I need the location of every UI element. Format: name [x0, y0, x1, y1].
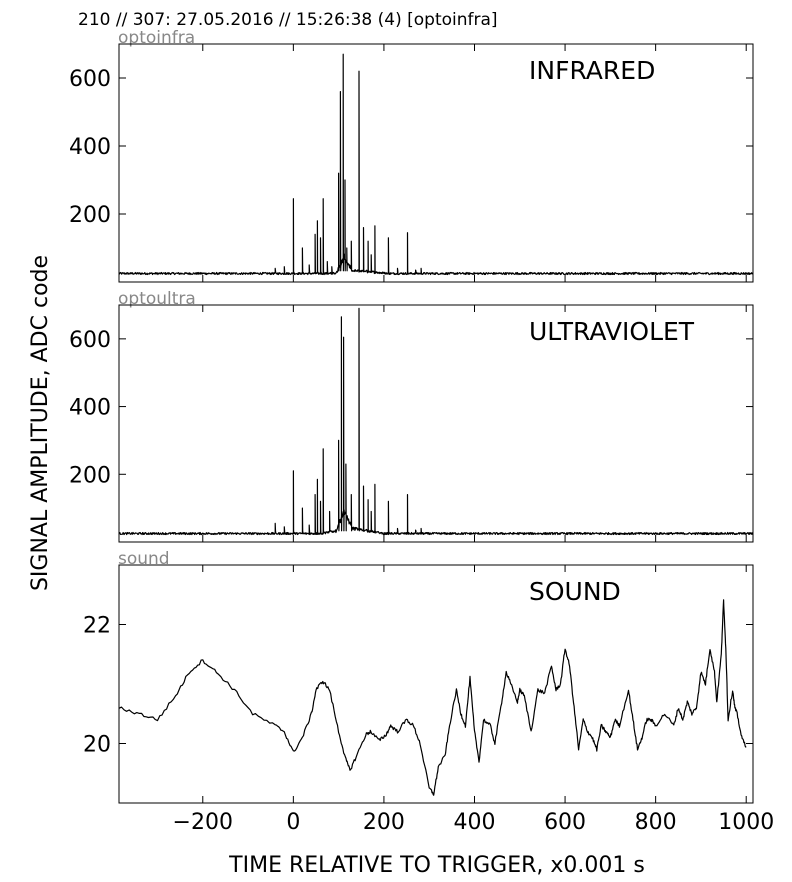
- panel-infrared: optoinfra INFRARED 200 400 600: [69, 28, 754, 283]
- channel-label: sound: [118, 549, 170, 569]
- x-tick-label: 600: [544, 810, 586, 835]
- panels: optoinfraINFRARED200400600optoultraULTRA…: [69, 28, 774, 835]
- panel-title: SOUND: [529, 577, 621, 606]
- figure-header: 210 // 307: 27.05.2016 // 15:26:38 (4) […: [78, 10, 498, 30]
- series-line: [118, 307, 754, 536]
- x-tick-label: 0: [286, 810, 300, 835]
- y-axis-label: SIGNAL AMPLITUDE, ADC code: [28, 255, 53, 591]
- y-tick-label: 600: [69, 328, 111, 353]
- channel-label: optoinfra: [118, 28, 195, 48]
- panel-title: ULTRAVIOLET: [529, 317, 695, 346]
- channel-label: optoultra: [118, 289, 196, 309]
- series-line: [118, 599, 747, 796]
- panel-title: INFRARED: [529, 56, 655, 85]
- x-tick-label: 200: [363, 810, 405, 835]
- y-tick-label: 200: [69, 203, 111, 228]
- x-tick-label: −200: [173, 810, 233, 835]
- x-axis-label: TIME RELATIVE TO TRIGGER, x0.001 s: [228, 853, 645, 878]
- x-tick-label: 400: [453, 810, 495, 835]
- y-tick-label: 600: [69, 67, 111, 92]
- y-tick-label: 20: [83, 733, 111, 758]
- y-tick-label: 400: [69, 396, 111, 421]
- plot-frame: [118, 564, 754, 804]
- panel-sound: sound SOUND 20 22 −200 0 200 400 600 800 1000: [83, 549, 774, 835]
- panel-ultraviolet: optoultra ULTRAVIOLET 200 400 600: [69, 289, 754, 543]
- y-tick-label: 400: [69, 135, 111, 160]
- x-tick-label: 800: [635, 810, 677, 835]
- series-line: [118, 53, 754, 276]
- y-tick-label: 200: [69, 463, 111, 488]
- plot-frame: [118, 304, 754, 543]
- x-tick-label: 1000: [718, 810, 774, 835]
- plot-frame: [118, 43, 754, 283]
- y-tick-label: 22: [83, 614, 111, 639]
